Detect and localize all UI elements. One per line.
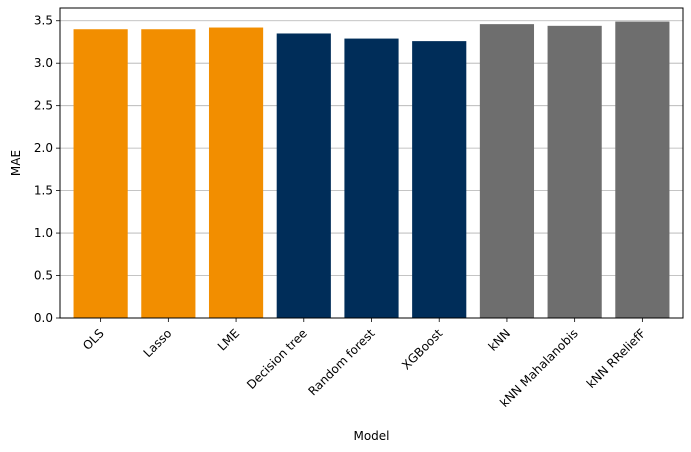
y-tick-label: 1.5 [34, 184, 53, 198]
x-tick-label: LME [215, 326, 242, 353]
x-tick-label: Decision tree [244, 326, 310, 392]
y-tick-label: 0.0 [34, 311, 53, 325]
bar-knn [479, 24, 535, 318]
bar-knn-mahalanobis [547, 25, 602, 318]
x-tick-label: kNN RReliefF [584, 326, 649, 391]
x-tick-label: Lasso [141, 326, 175, 360]
bar-decision-tree [276, 33, 331, 318]
x-tick-label: XGBoost [399, 326, 445, 372]
x-axis-title: Model [353, 429, 389, 443]
bar-knn-rrelieff [615, 21, 670, 318]
y-axis-ticks: 0.0 0.5 1.0 1.5 2.0 2.5 3.0 3.5 [34, 14, 60, 325]
bars [73, 21, 670, 319]
y-tick-label: 1.0 [34, 226, 53, 240]
bar-lasso [141, 29, 196, 318]
x-tick-label: OLS [80, 326, 107, 353]
y-tick-label: 2.0 [34, 141, 53, 155]
y-tick-label: 2.5 [34, 99, 53, 113]
y-tick-label: 0.5 [34, 269, 53, 283]
bar-lme [208, 27, 264, 319]
bar-xgboost [412, 41, 467, 318]
bar-random-forest [344, 38, 399, 318]
bar-ols [73, 29, 128, 318]
y-axis-title: MAE [9, 150, 23, 176]
y-tick-label: 3.0 [34, 56, 53, 70]
x-tick-label: Random forest [305, 326, 377, 398]
x-tick-label: kNN [486, 326, 514, 354]
y-tick-label: 3.5 [34, 14, 53, 28]
